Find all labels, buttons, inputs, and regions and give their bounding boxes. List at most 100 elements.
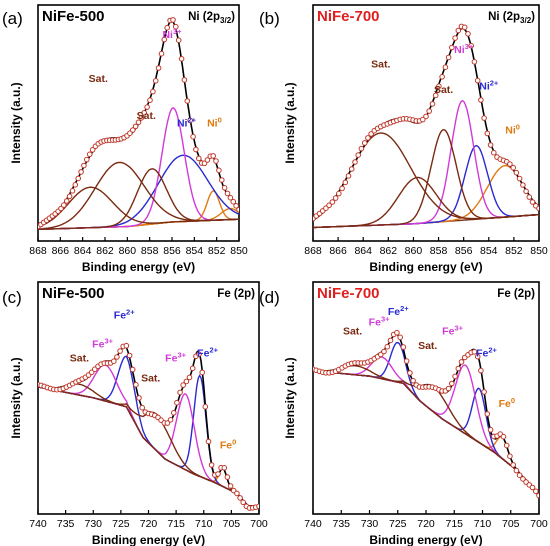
raw-data-point [407,370,413,376]
raw-data-point [136,395,142,401]
raw-data-point [445,385,452,392]
x-tick-label: 858 [141,245,159,257]
raw-data-point [196,155,202,162]
x-tick-label: 864 [354,245,372,257]
component-peak-1-0 [38,154,239,230]
x-tick-label: 720 [140,518,158,530]
raw-data-point [481,115,487,121]
raw-data-point [227,483,234,489]
raw-data-point [352,159,358,165]
x-tick-label: 725 [389,518,407,530]
raw-data-point [84,156,90,163]
raw-data-point [183,378,190,385]
x-tick-label: 856 [455,245,473,257]
peak-label: Fe2+ [476,345,497,359]
x-tick-label: 725 [112,518,130,530]
raw-data-point [332,195,339,201]
raw-data-point [210,153,216,159]
raw-data-point [86,151,93,158]
raw-data-point [78,169,84,175]
raw-data-point [458,359,465,365]
raw-data-point [135,119,142,126]
raw-data-point [500,433,507,440]
fit-envelope [313,333,539,498]
raw-data-point [196,351,202,358]
raw-data-point [533,488,539,495]
raw-data-point [61,202,67,208]
raw-data-point [161,36,168,43]
raw-data-point [410,377,416,384]
raw-data-point [452,35,458,41]
x-tick-label: 856 [163,245,181,257]
x-tick-label: 860 [405,245,423,257]
raw-data-point [256,503,259,510]
peak-label: Sat. [418,340,437,352]
raw-data-point [170,17,176,23]
raw-data-point [465,31,471,37]
raw-data-point [484,130,491,137]
sample-title: NiFe-700 [317,285,380,302]
raw-data-point [138,115,145,121]
x-axis-label: Binding energy (eV) [369,533,482,546]
x-tick-label: 730 [84,518,102,530]
region-label: Fe (2p) [497,288,535,300]
raw-data-point [230,198,237,205]
raw-data-point [174,399,180,406]
raw-data-point [216,167,222,174]
raw-data-point [487,142,494,148]
raw-data-point [336,190,342,197]
peak-label: Ni0 [505,123,520,137]
raw-data-point [227,194,234,201]
peak-label: Ni0 [207,115,222,129]
peak-label: Fe3+ [369,315,390,329]
raw-data-point [219,177,225,183]
raw-data-point [66,193,73,200]
plot-area [313,23,539,229]
raw-data-point [513,169,520,176]
raw-data-point [171,410,177,416]
raw-data-point [461,24,468,31]
x-tick-label: 854 [186,245,204,257]
x-tick-label: 862 [380,245,398,257]
raw-data-point [523,188,529,195]
plot-frame [312,4,540,242]
raw-data-point [144,104,150,110]
raw-data-point [164,420,171,426]
raw-data-point [215,471,221,477]
raw-data-point [510,164,517,171]
x-tick-label: 862 [96,245,114,257]
peak-label: Ni3+ [454,42,474,56]
raw-data-point [439,74,445,80]
raw-data-point [224,474,231,480]
raw-data-point [234,490,240,497]
raw-data-point [449,44,455,51]
raw-data-point [63,198,70,204]
raw-data-point [368,131,374,137]
x-tick-label: 852 [505,245,523,257]
raw-data-point [72,182,79,188]
peak-label: Fe0 [220,437,236,451]
component-peak-3-1 [313,176,539,229]
raw-data-point [471,349,478,355]
raw-data-point [381,348,387,355]
raw-data-point [358,145,365,152]
peak-label: Fe2+ [197,345,218,359]
raw-data-point [189,365,196,372]
x-tick-label: 735 [332,518,350,530]
raw-data-point [237,495,243,501]
raw-data-point [199,369,205,376]
panel-label: (b) [259,9,280,28]
raw-data-point [397,334,404,341]
raw-data-point [139,404,145,411]
sample-title: NiFe-500 [42,8,105,25]
component-peak-0-1 [38,207,239,230]
raw-data-point [221,465,228,471]
x-tick-label: 852 [208,245,226,257]
raw-data-point [224,190,231,197]
raw-data-point [233,203,239,209]
raw-data-point [329,199,336,205]
raw-data-point [516,472,523,479]
fit-envelope [38,345,259,507]
raw-data-point [474,77,481,84]
